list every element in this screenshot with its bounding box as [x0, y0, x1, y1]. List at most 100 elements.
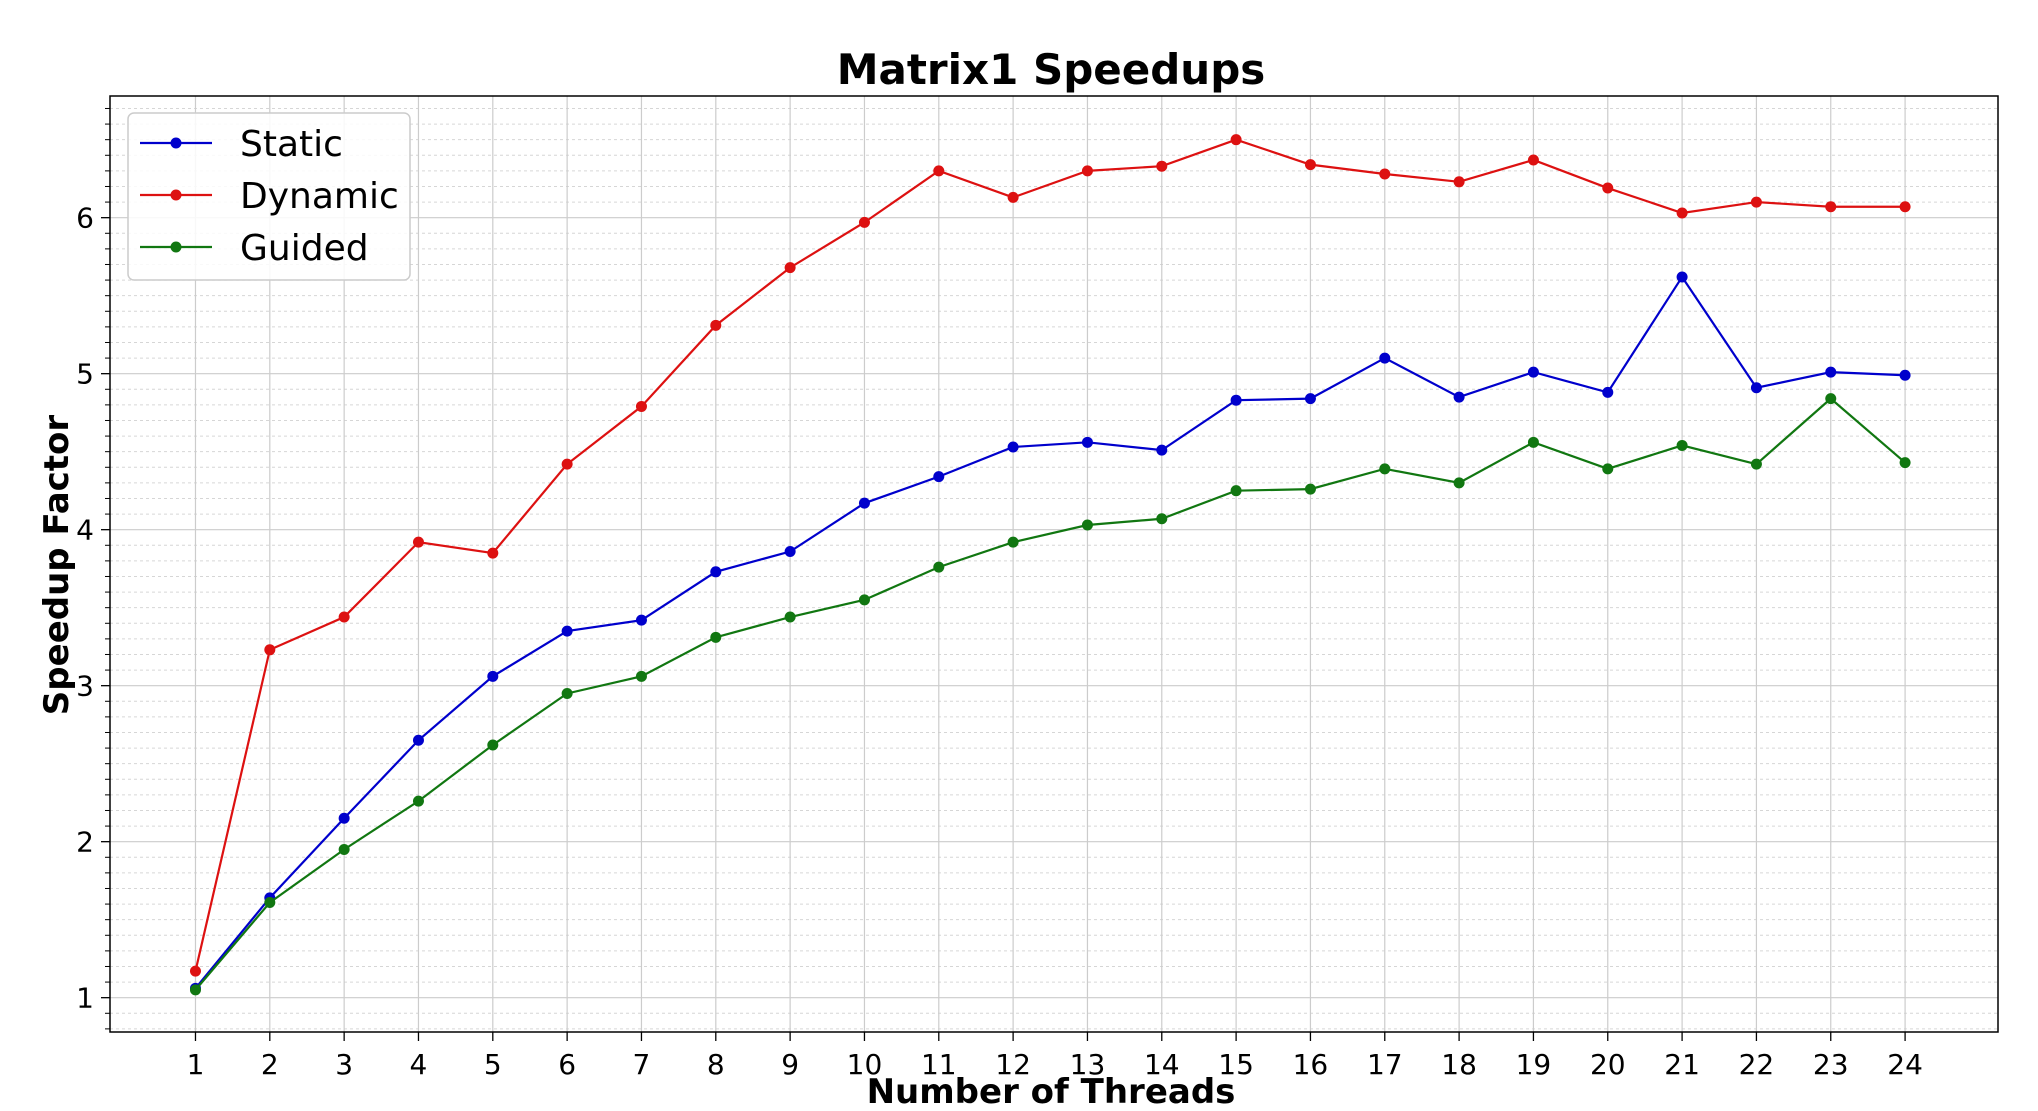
x-tick-label: 11: [921, 1048, 957, 1081]
x-tick-label: 23: [1813, 1048, 1849, 1081]
data-point-dynamic: [264, 644, 276, 656]
data-point-static: [561, 625, 573, 637]
data-point-dynamic: [561, 458, 573, 470]
x-tick-label: 5: [484, 1048, 502, 1081]
series-line-guided: [194, 397, 1906, 991]
data-point-static: [487, 670, 499, 682]
data-point-static: [1527, 366, 1539, 378]
x-tick-label: 1: [187, 1048, 205, 1081]
data-point-guided: [1230, 485, 1242, 497]
data-point-dynamic: [1899, 201, 1911, 213]
data-point-guided: [1527, 436, 1539, 448]
data-point-guided: [1825, 393, 1837, 405]
data-point-dynamic: [487, 547, 499, 559]
data-point-dynamic: [1602, 182, 1614, 194]
data-point-static: [710, 566, 722, 578]
data-point-dynamic: [1750, 196, 1762, 208]
data-point-guided: [1379, 463, 1391, 475]
data-point-dynamic: [338, 611, 350, 623]
data-point-guided: [1899, 457, 1911, 469]
x-tick-label: 14: [1144, 1048, 1180, 1081]
data-point-guided: [1602, 463, 1614, 475]
data-point-static: [1379, 352, 1391, 364]
data-point-static: [1750, 382, 1762, 394]
series-line-dynamic: [194, 138, 1906, 972]
y-axis-label: Speedup Factor: [37, 415, 77, 716]
data-point-guided: [858, 594, 870, 606]
data-point-static: [1602, 386, 1614, 398]
data-point-guided: [1304, 483, 1316, 495]
data-point-static: [1081, 436, 1093, 448]
data-point-guided: [1156, 513, 1168, 525]
legend-marker-dynamic: [170, 189, 182, 201]
data-point-static: [635, 614, 647, 626]
plot-frame: [109, 95, 1999, 1033]
y-tick-label: 1: [76, 982, 94, 1015]
y-tick-label: 4: [76, 514, 94, 547]
x-tick-label: 6: [558, 1048, 576, 1081]
x-tick-label: 18: [1441, 1048, 1477, 1081]
x-tick-label: 3: [335, 1048, 353, 1081]
data-point-dynamic: [1453, 176, 1465, 188]
x-tick-label: 8: [707, 1048, 725, 1081]
x-tick-label: 21: [1664, 1048, 1700, 1081]
data-point-guided: [1081, 519, 1093, 531]
legend-label-dynamic: Dynamic: [240, 176, 399, 217]
data-point-dynamic: [1527, 154, 1539, 166]
data-point-guided: [1453, 477, 1465, 489]
data-point-dynamic: [1676, 207, 1688, 219]
x-tick-label: 17: [1367, 1048, 1403, 1081]
x-tick-label: 7: [633, 1048, 651, 1081]
data-point-static: [1007, 441, 1019, 453]
data-point-dynamic: [412, 536, 424, 548]
series-line-static: [194, 274, 1906, 990]
data-point-guided: [264, 897, 276, 909]
y-tick-label: 6: [76, 202, 94, 235]
y-tick-label: 5: [76, 358, 94, 391]
x-tick-label: 22: [1739, 1048, 1775, 1081]
ticks: 1 2 3 4 5 6 7 8 9 10 11 12 13 14 15 16 17 18 19 20 21 22 23 241…: [76, 107, 1923, 1081]
data-point-guided: [635, 670, 647, 682]
data-point-guided: [412, 795, 424, 807]
data-point-dynamic: [710, 319, 722, 331]
data-point-dynamic: [858, 216, 870, 228]
data-point-static: [784, 546, 796, 558]
data-point-static: [1825, 366, 1837, 378]
data-point-dynamic: [784, 262, 796, 274]
series-group: [189, 134, 1911, 996]
x-tick-label: 4: [410, 1048, 428, 1081]
data-point-static: [1899, 369, 1911, 381]
legend-label-static: Static: [240, 124, 343, 165]
data-point-static: [1453, 391, 1465, 403]
data-point-static: [1676, 271, 1688, 283]
data-point-static: [1156, 444, 1168, 456]
data-point-dynamic: [635, 400, 647, 412]
data-point-guided: [487, 739, 499, 751]
data-point-guided: [710, 631, 722, 643]
x-tick-label: 16: [1293, 1048, 1329, 1081]
x-tick-label: 10: [847, 1048, 883, 1081]
x-tick-label: 2: [261, 1048, 279, 1081]
x-tick-label: 20: [1590, 1048, 1626, 1081]
data-point-dynamic: [1007, 191, 1019, 203]
x-tick-label: 13: [1070, 1048, 1106, 1081]
grid: [110, 96, 1998, 1032]
x-tick-label: 19: [1516, 1048, 1552, 1081]
data-point-static: [1230, 394, 1242, 406]
x-axis-label: Number of Threads: [867, 1072, 1236, 1111]
legend-label-guided: Guided: [240, 228, 369, 269]
data-point-guided: [784, 611, 796, 623]
data-point-dynamic: [1304, 159, 1316, 171]
data-point-guided: [1676, 439, 1688, 451]
legend: Static Dynamic Guided: [127, 112, 411, 281]
data-point-guided: [1750, 458, 1762, 470]
data-point-static: [933, 471, 945, 483]
data-point-dynamic: [1156, 160, 1168, 172]
data-point-dynamic: [1825, 201, 1837, 213]
x-tick-label: 9: [781, 1048, 799, 1081]
data-point-dynamic: [933, 165, 945, 177]
data-point-static: [858, 497, 870, 509]
x-tick-label: 24: [1887, 1048, 1923, 1081]
